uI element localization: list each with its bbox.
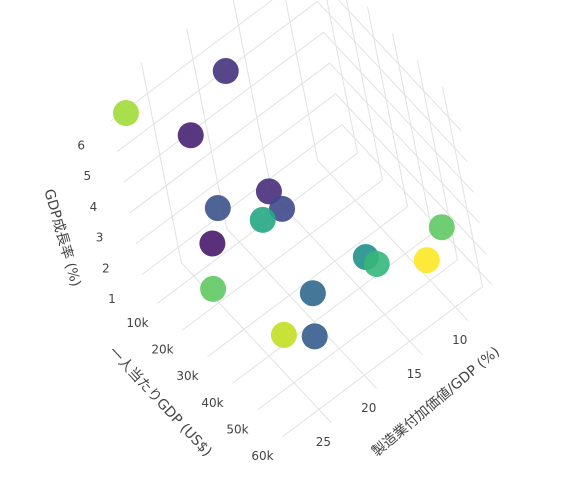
z-tick-label: 3 [96, 231, 104, 245]
point [204, 195, 231, 222]
point [413, 247, 440, 274]
grid-line [232, 0, 273, 195]
point [212, 58, 239, 85]
grid-line [285, 0, 319, 161]
x-tick-label: 60k [251, 449, 273, 463]
z-tick-label: 6 [77, 138, 85, 152]
grid-line [140, 62, 182, 263]
grid-line [316, 1, 468, 162]
grid-line [141, 124, 343, 276]
x-tick-label: 10k [126, 316, 148, 330]
grid-line [135, 93, 337, 245]
x-axis-title: 一人当たりGDP (US$) [105, 344, 215, 460]
grid-line [442, 86, 483, 287]
grid-line [345, 0, 383, 181]
grid-line [232, 232, 433, 384]
grid-line [329, 62, 480, 224]
grid-line [129, 62, 330, 214]
x-tick-label: 40k [201, 396, 223, 410]
point [299, 280, 326, 307]
grid-line [323, 31, 474, 193]
grid-line [282, 286, 483, 438]
point [249, 206, 276, 233]
grid-line [182, 179, 383, 331]
grid-line [341, 124, 493, 285]
point [301, 323, 328, 350]
point [177, 122, 204, 149]
y-tick-label: 20 [361, 401, 376, 415]
point [363, 250, 390, 277]
point [199, 230, 226, 257]
point [200, 275, 227, 302]
grid-line [326, 0, 358, 154]
point [269, 195, 296, 222]
x-tick-label: 30k [176, 369, 198, 383]
z-axis-title: GDP成長率 (%) [40, 187, 84, 289]
grid-line [226, 228, 378, 389]
point [112, 100, 139, 127]
x-tick-label: 20k [151, 343, 173, 357]
y-tick-label: 10 [452, 333, 467, 347]
y-axis-title: 製造業付加価値/GDP (%) [369, 344, 503, 460]
grid-line [335, 93, 487, 255]
grid-line [392, 33, 433, 234]
z-tick-label: 2 [102, 261, 110, 275]
grid-line [257, 259, 458, 411]
grid-line [123, 31, 324, 183]
grid-line [367, 6, 408, 207]
y-tick-label: 25 [316, 435, 331, 449]
point [428, 214, 455, 241]
grid-line [271, 194, 423, 355]
grid-line [337, 0, 462, 132]
y-tick-label: 15 [407, 367, 422, 381]
z-tick-label: 5 [83, 169, 91, 183]
x-tick-label: 50k [226, 423, 248, 437]
grid-line [317, 160, 469, 321]
grid-line [110, 0, 274, 122]
z-tick-label: 1 [108, 292, 116, 306]
z-tick-label: 4 [90, 200, 98, 214]
point [270, 321, 297, 348]
